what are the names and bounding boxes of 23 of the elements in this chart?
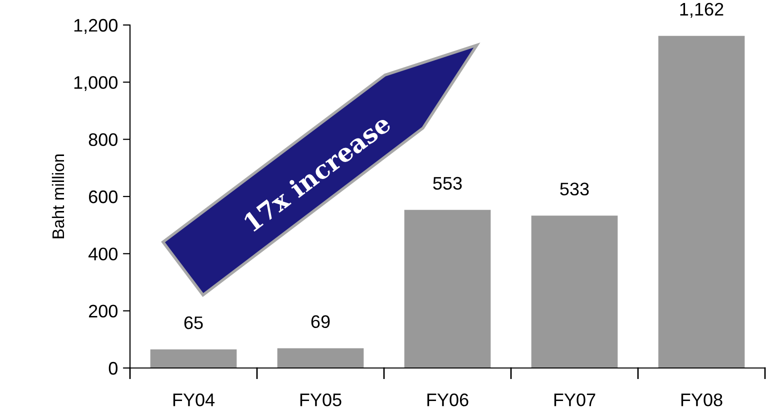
y-tick-label: 1,000 <box>74 76 118 92</box>
x-tick-label: FY04 <box>173 393 215 406</box>
y-tick-label: 0 <box>108 362 118 375</box>
data-label: 65 <box>184 316 203 330</box>
y-axis-title: Baht million <box>52 154 64 238</box>
y-tick-label: 1,200 <box>74 18 118 34</box>
bar <box>658 36 745 368</box>
bar <box>531 216 618 368</box>
y-tick-label: 400 <box>88 248 118 260</box>
bar <box>277 348 364 368</box>
x-tick-label: FY06 <box>427 393 468 406</box>
data-label: 533 <box>560 182 589 196</box>
data-label: 69 <box>311 315 330 328</box>
x-tick-label: FY07 <box>554 393 596 406</box>
bar <box>150 349 237 368</box>
bar <box>404 210 491 368</box>
y-tick-label: 800 <box>88 133 118 146</box>
data-label: 553 <box>433 176 462 190</box>
y-tick-label: 200 <box>88 304 118 318</box>
y-tick-label: 600 <box>88 190 118 204</box>
x-tick-label: FY05 <box>300 393 342 406</box>
data-label: 1,162 <box>680 2 724 18</box>
x-tick-label: FY08 <box>681 393 722 406</box>
